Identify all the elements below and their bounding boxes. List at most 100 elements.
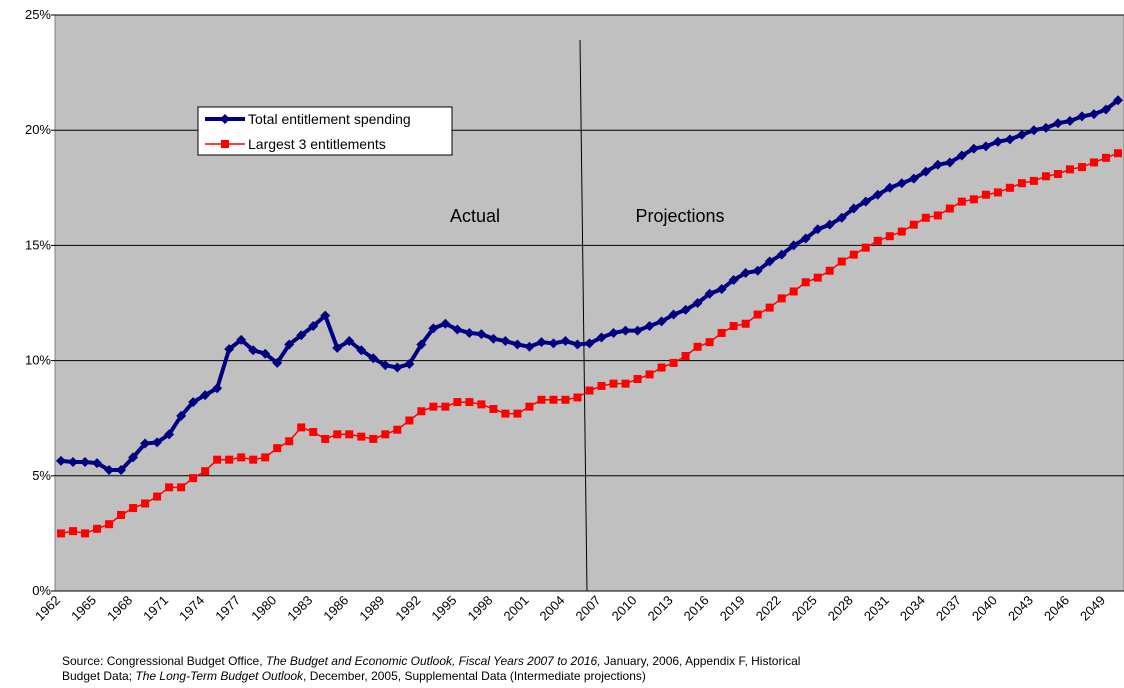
point (220, 114, 230, 124)
x-tick-label: 2004 (537, 593, 568, 624)
point (249, 455, 258, 464)
x-tick-label: 2046 (1041, 593, 1072, 624)
point (1077, 163, 1086, 172)
point (296, 330, 307, 341)
point (656, 316, 667, 327)
source-text: Source: Congressional Budget Office, (62, 654, 266, 668)
point (1076, 111, 1087, 122)
point (344, 336, 355, 347)
x-tick-label: 1974 (176, 593, 207, 624)
point (1065, 165, 1074, 174)
point (236, 334, 247, 345)
point (189, 474, 198, 483)
point (500, 336, 511, 347)
point (272, 357, 283, 368)
point (740, 268, 751, 279)
y-tick-label: 5% (32, 468, 51, 483)
point (440, 318, 451, 329)
point (237, 453, 246, 462)
point (537, 395, 546, 404)
point (369, 434, 378, 443)
point (69, 527, 78, 536)
legend-label: Total entitlement spending (248, 111, 411, 127)
y-tick-label: 25% (25, 7, 51, 22)
point (897, 227, 906, 236)
point (381, 430, 390, 439)
point (800, 233, 811, 244)
x-tick-label: 1968 (104, 593, 135, 624)
point (980, 141, 991, 152)
point (933, 211, 942, 220)
point (885, 232, 894, 241)
point (849, 250, 858, 259)
point (428, 323, 439, 334)
point (164, 429, 175, 440)
point (141, 499, 150, 508)
point (105, 520, 114, 529)
y-tick-label: 0% (32, 583, 51, 598)
point (908, 173, 919, 184)
point (597, 381, 606, 390)
point (441, 402, 450, 411)
point (873, 236, 882, 245)
point (261, 453, 270, 462)
point (465, 398, 474, 407)
point (165, 483, 174, 492)
point (765, 303, 774, 312)
point (525, 402, 534, 411)
x-tick-label: 1995 (428, 593, 459, 624)
source-text: Budget Data; (62, 669, 136, 683)
point (393, 425, 402, 434)
point (728, 274, 739, 285)
point (632, 325, 643, 336)
source-text: January, 2006, Appendix F, Historical (600, 654, 801, 668)
x-tick-label: 1965 (68, 593, 99, 624)
point (512, 339, 523, 350)
point (812, 224, 823, 235)
point (1100, 104, 1111, 115)
point (717, 328, 726, 337)
x-tick-label: 2025 (789, 593, 820, 624)
point (81, 529, 90, 538)
point (1052, 118, 1063, 129)
point (692, 298, 703, 308)
point (116, 465, 127, 476)
x-tick-label: 2016 (681, 593, 712, 624)
point (549, 395, 558, 404)
point (536, 337, 547, 348)
point (669, 358, 678, 367)
x-tick-label: 2019 (717, 593, 748, 624)
point (221, 140, 229, 148)
point (957, 197, 966, 206)
point (213, 455, 222, 464)
point (177, 483, 186, 492)
point (392, 362, 403, 373)
source: Source: Congressional Budget Office, The… (62, 654, 800, 684)
point (57, 529, 66, 538)
point (548, 338, 559, 349)
point (201, 467, 210, 476)
point (777, 294, 786, 303)
point (489, 404, 498, 413)
point (488, 333, 499, 344)
point (584, 338, 595, 349)
point (813, 273, 822, 282)
point (837, 257, 846, 266)
point (824, 219, 835, 230)
point (753, 310, 762, 319)
point (224, 344, 235, 355)
x-tick-label: 2010 (609, 593, 640, 624)
point (1101, 153, 1110, 162)
point (681, 351, 690, 360)
point (513, 409, 522, 418)
point (404, 359, 415, 370)
point (188, 397, 199, 408)
point (56, 455, 67, 466)
point (477, 400, 486, 409)
source-text: , December, 2005, Supplemental Data (Int… (303, 669, 646, 683)
point (1040, 122, 1051, 133)
point (284, 339, 295, 350)
legend-box (197, 106, 453, 156)
point (176, 410, 187, 421)
